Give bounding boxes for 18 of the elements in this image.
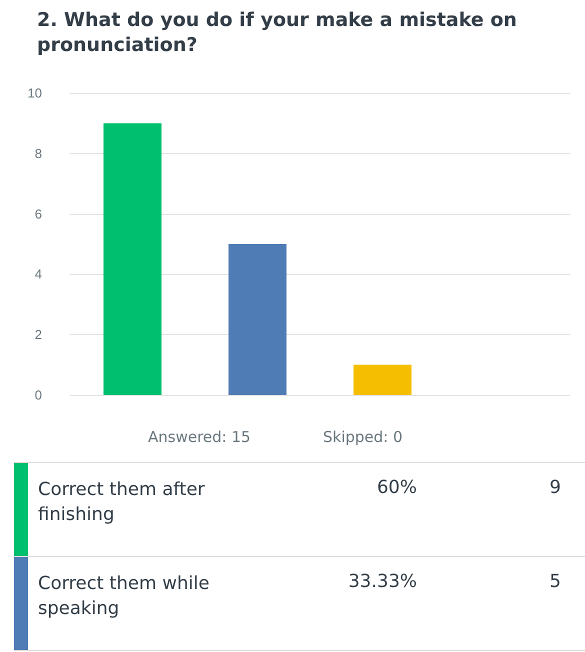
y-tick-label: 10 <box>28 86 42 100</box>
y-tick-label: 4 <box>34 266 42 282</box>
text: 33.33% <box>348 571 417 592</box>
text: 9 <box>550 477 561 498</box>
text: Skipped: 0 <box>323 428 403 446</box>
y-tick-label: 0 <box>34 388 42 402</box>
bar <box>354 364 412 395</box>
y-tick-label: 8 <box>34 146 42 161</box>
y-tick-label: 2 <box>34 327 42 342</box>
bar <box>228 244 286 395</box>
chart-title: 2. What do you do if your make a mistake on pronunciation? <box>37 8 518 58</box>
bar <box>104 123 162 395</box>
text: Answered: 15 <box>148 428 251 446</box>
text: 60% <box>376 477 417 498</box>
text: Correct them after finishing <box>38 478 206 527</box>
text: Correct them while speaking <box>38 572 210 621</box>
text: 5 <box>550 571 561 592</box>
y-tick-label: 6 <box>34 206 42 222</box>
